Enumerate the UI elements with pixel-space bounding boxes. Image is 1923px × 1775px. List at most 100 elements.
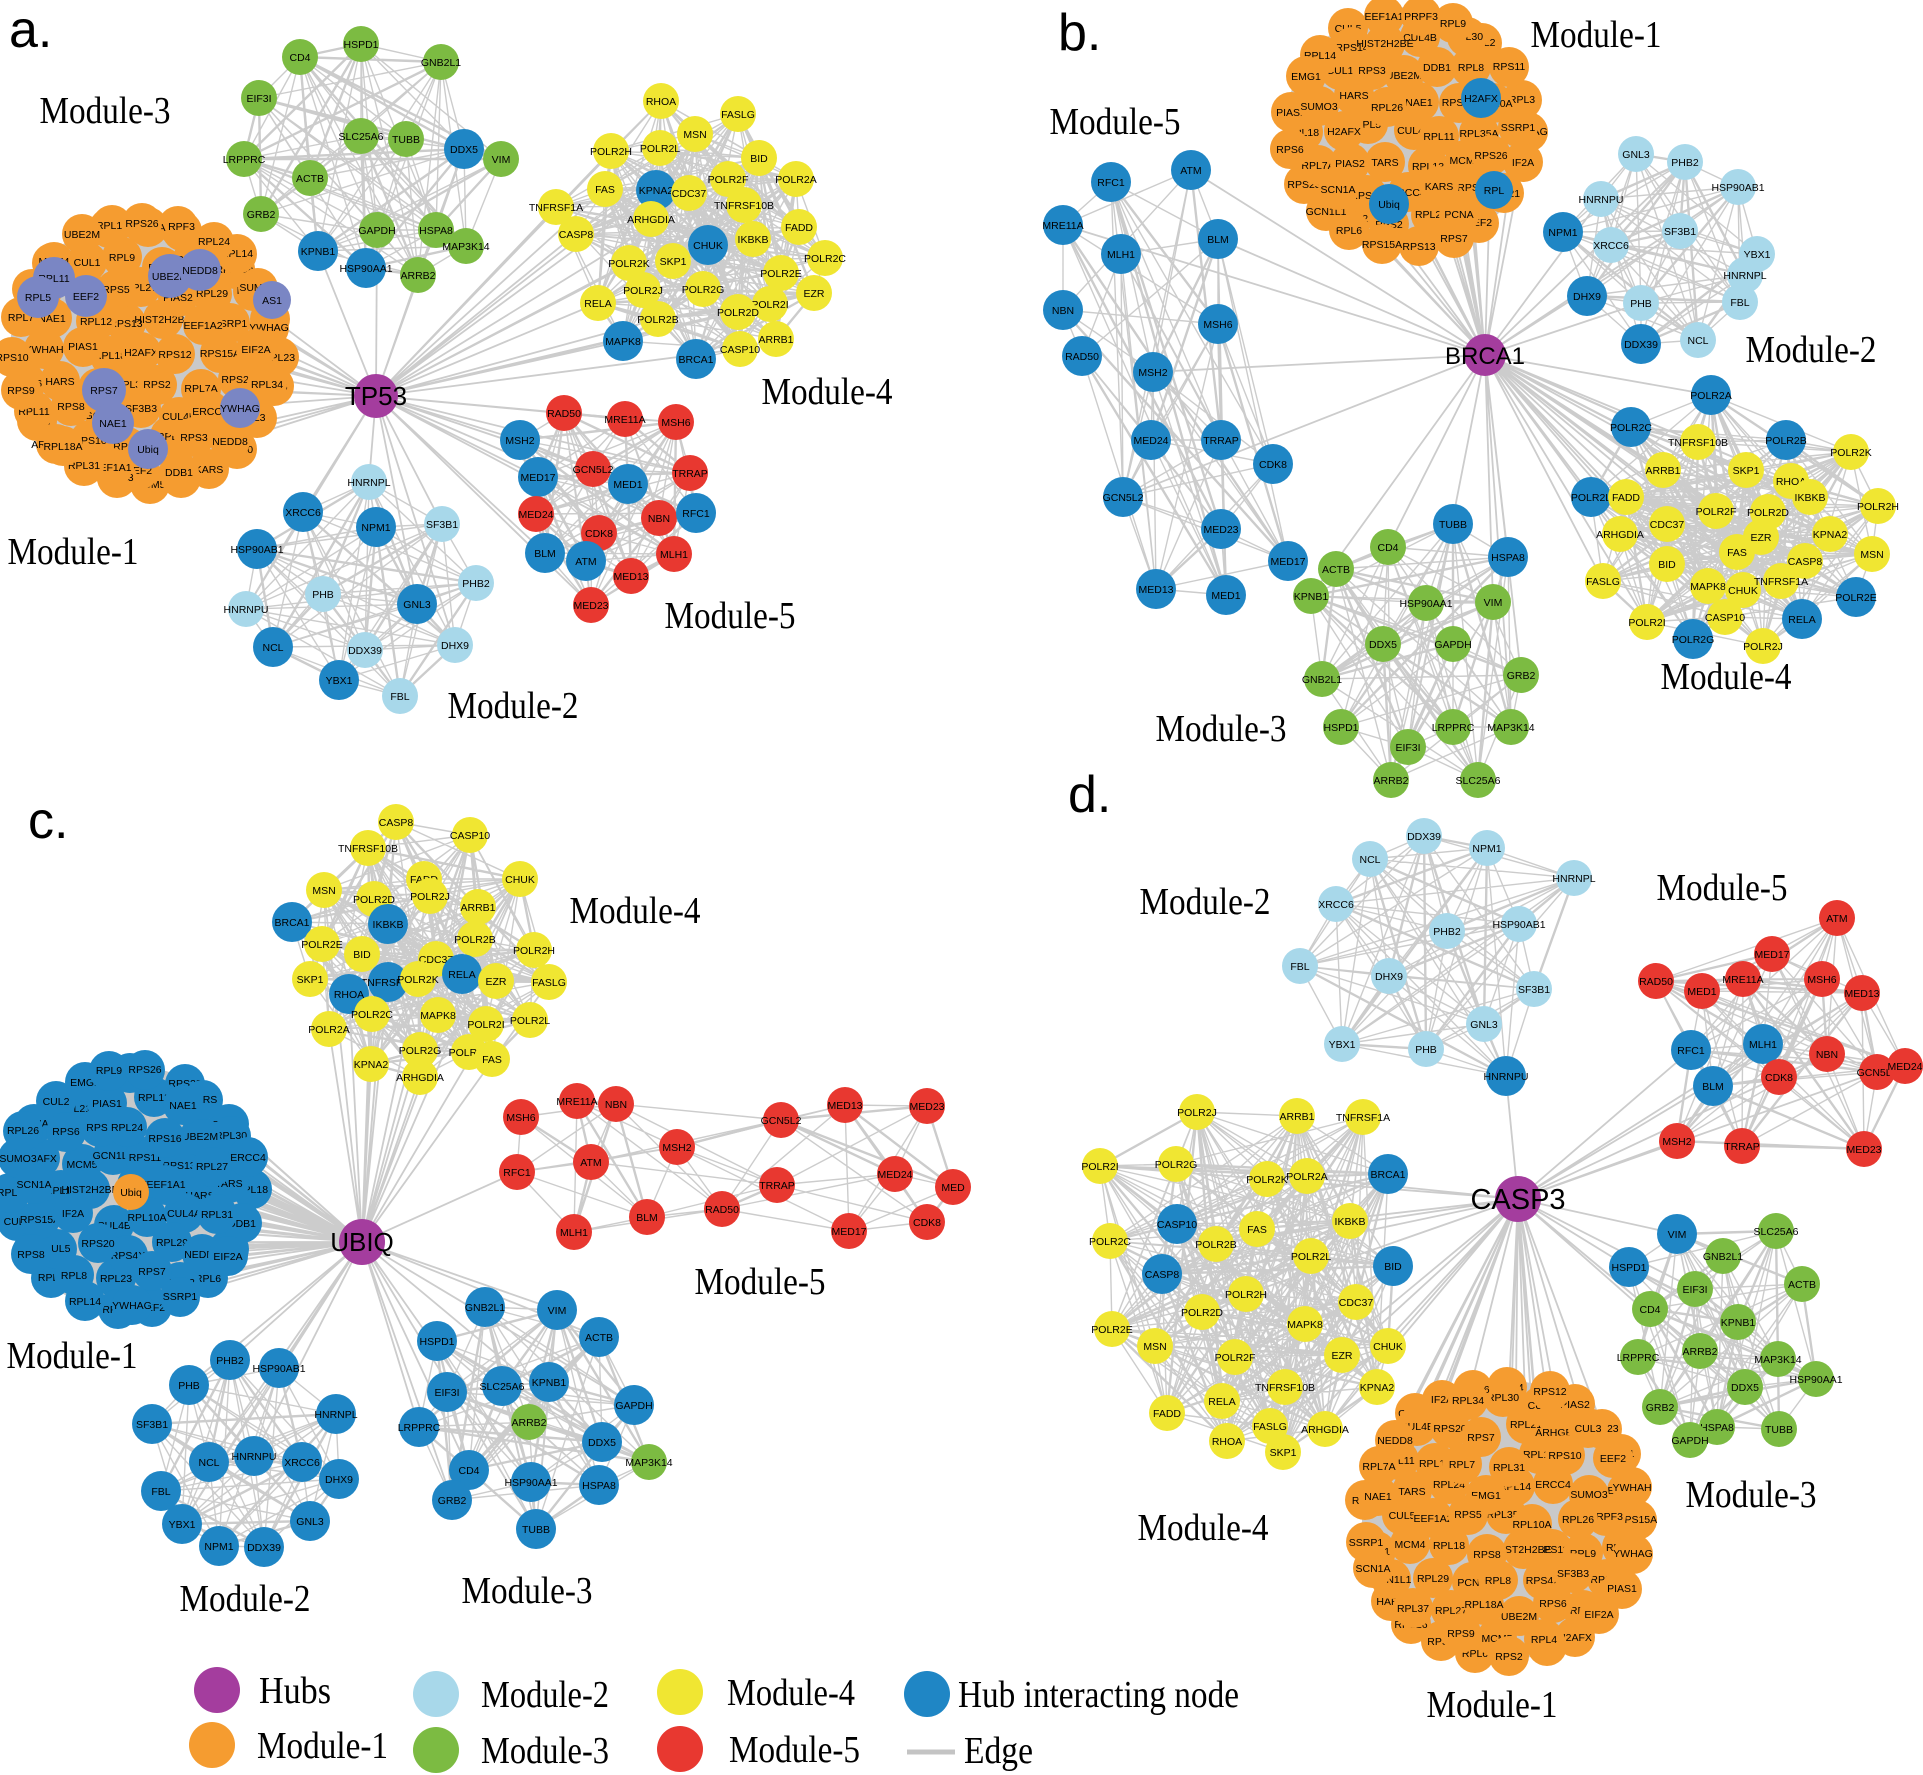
svg-text:RPS11: RPS11 [1536, 1544, 1569, 1556]
svg-text:d.: d. [1068, 766, 1111, 824]
svg-text:CASP3: CASP3 [1470, 1184, 1565, 1216]
svg-text:SF3B1: SF3B1 [136, 1419, 168, 1431]
svg-text:MSH2: MSH2 [505, 435, 534, 447]
svg-text:POLR2A: POLR2A [308, 1024, 349, 1036]
svg-text:MAPK8: MAPK8 [420, 1010, 456, 1022]
svg-text:RPS16: RPS16 [148, 1133, 181, 1145]
svg-text:GNB2L1: GNB2L1 [421, 57, 461, 69]
svg-text:RPL4: RPL4 [1531, 1634, 1557, 1646]
svg-text:CASP10: CASP10 [1157, 1219, 1197, 1231]
svg-text:MED13: MED13 [1138, 584, 1173, 596]
svg-text:POLR2A: POLR2A [1286, 1171, 1327, 1183]
svg-text:POLR2E: POLR2E [760, 268, 801, 280]
svg-text:SLC25A6: SLC25A6 [1456, 775, 1501, 787]
svg-text:MSH2: MSH2 [1138, 367, 1167, 379]
svg-text:KPNA2: KPNA2 [354, 1059, 389, 1071]
svg-text:DDX5: DDX5 [588, 1437, 616, 1449]
svg-text:RPS12: RPS12 [158, 349, 191, 361]
svg-text:RPS9: RPS9 [1447, 1628, 1475, 1640]
svg-text:GRB2: GRB2 [247, 209, 276, 221]
svg-text:FASLG: FASLG [532, 977, 566, 989]
svg-text:POLR2L: POLR2L [640, 143, 680, 155]
svg-text:BRCA1: BRCA1 [274, 917, 309, 929]
svg-text:XRCC6: XRCC6 [284, 1457, 320, 1469]
svg-text:Module-2: Module-2 [1140, 881, 1271, 923]
svg-text:TNFRSF1A: TNFRSF1A [1754, 576, 1808, 588]
svg-text:PHB2: PHB2 [462, 578, 490, 590]
svg-text:ARHGDIA: ARHGDIA [1596, 529, 1644, 541]
svg-text:Module-5: Module-5 [695, 1261, 826, 1303]
svg-text:RPS6: RPS6 [52, 1126, 80, 1138]
svg-text:MRE11A: MRE11A [556, 1096, 597, 1108]
svg-text:a.: a. [9, 1, 52, 59]
svg-text:ATM: ATM [575, 556, 596, 568]
svg-text:RPL13: RPL13 [96, 220, 128, 232]
svg-text:RAD50: RAD50 [547, 408, 581, 420]
svg-text:NPM1: NPM1 [1472, 843, 1501, 855]
svg-text:HNRNPL: HNRNPL [1552, 873, 1595, 885]
svg-text:PHB: PHB [312, 589, 334, 601]
svg-text:RPS7: RPS7 [1440, 233, 1468, 245]
svg-text:BLM: BLM [1207, 234, 1229, 246]
svg-text:SF3B3: SF3B3 [1557, 1568, 1589, 1580]
svg-text:SUMO3: SUMO3 [0, 1153, 37, 1165]
svg-text:YWHAH: YWHAH [1612, 1482, 1651, 1494]
svg-text:POLR2H: POLR2H [513, 945, 555, 957]
svg-text:RPS15A: RPS15A [20, 1214, 60, 1226]
svg-text:LRPPRC: LRPPRC [1432, 722, 1475, 734]
svg-text:POLR2D: POLR2D [1181, 1307, 1223, 1319]
svg-text:MED13: MED13 [1844, 988, 1879, 1000]
svg-text:MED17: MED17 [831, 1226, 866, 1238]
svg-text:POLR2F: POLR2F [708, 174, 749, 186]
svg-text:MED13: MED13 [827, 1100, 862, 1112]
svg-text:RPL29: RPL29 [196, 288, 228, 300]
svg-text:RFC1: RFC1 [682, 508, 710, 520]
svg-text:CASP8: CASP8 [1145, 1269, 1180, 1281]
svg-text:Module-3: Module-3 [481, 1730, 609, 1772]
svg-text:HSPA8: HSPA8 [1700, 1422, 1734, 1434]
svg-text:PHB: PHB [1415, 1044, 1437, 1056]
svg-text:Module-4: Module-4 [762, 371, 893, 413]
svg-text:ARRB1: ARRB1 [1279, 1111, 1314, 1123]
svg-text:EIF2A: EIF2A [241, 344, 270, 356]
svg-text:POLR2G: POLR2G [1155, 1159, 1198, 1171]
svg-text:POLR2H: POLR2H [1225, 1289, 1267, 1301]
svg-text:RPS2: RPS2 [1495, 1651, 1523, 1663]
svg-text:RPL31: RPL31 [1493, 1462, 1525, 1474]
svg-text:DDX39: DDX39 [247, 1542, 281, 1554]
svg-text:MAPK8: MAPK8 [1287, 1319, 1323, 1331]
svg-text:Module-5: Module-5 [729, 1729, 860, 1771]
svg-text:VIM: VIM [1668, 1229, 1687, 1241]
svg-text:NPM1: NPM1 [1548, 227, 1577, 239]
svg-text:MAPK8: MAPK8 [605, 336, 641, 348]
svg-text:MAP3K14: MAP3K14 [625, 1457, 672, 1469]
svg-text:GNB2L1: GNB2L1 [1703, 1251, 1743, 1263]
svg-text:RPL31: RPL31 [68, 460, 100, 472]
svg-text:MSN: MSN [683, 129, 706, 141]
svg-text:EEF1A1: EEF1A1 [146, 1179, 185, 1191]
svg-text:CDK8: CDK8 [1765, 1072, 1793, 1084]
svg-text:ACTB: ACTB [585, 1332, 613, 1344]
svg-text:EIF2A: EIF2A [1584, 1609, 1613, 1621]
svg-text:MSH2: MSH2 [1662, 1136, 1691, 1148]
svg-text:RPL5: RPL5 [25, 292, 51, 304]
svg-text:FAS: FAS [1727, 547, 1747, 559]
svg-text:CUL1: CUL1 [74, 257, 101, 269]
svg-text:Module-3: Module-3 [40, 90, 171, 132]
svg-text:TUBB: TUBB [522, 1524, 550, 1536]
svg-text:GRB2: GRB2 [1507, 670, 1536, 682]
svg-text:RPS2: RPS2 [143, 379, 171, 391]
svg-text:CASP8: CASP8 [1788, 556, 1823, 568]
svg-text:YWHAG: YWHAG [1613, 1548, 1653, 1560]
svg-text:RELA: RELA [584, 298, 611, 310]
svg-text:BRCA1: BRCA1 [1445, 343, 1525, 370]
svg-text:GNL3: GNL3 [1622, 149, 1650, 161]
svg-text:GRB2: GRB2 [1646, 1402, 1675, 1414]
svg-text:RPS9: RPS9 [7, 385, 35, 397]
svg-text:RPL8: RPL8 [1485, 1575, 1511, 1587]
svg-text:RPL31: RPL31 [201, 1209, 233, 1221]
svg-text:CD4: CD4 [1639, 1304, 1660, 1316]
svg-text:ARRB2: ARRB2 [511, 1417, 546, 1429]
svg-text:CHUK: CHUK [693, 240, 723, 252]
svg-text:RPL9: RPL9 [109, 252, 135, 264]
